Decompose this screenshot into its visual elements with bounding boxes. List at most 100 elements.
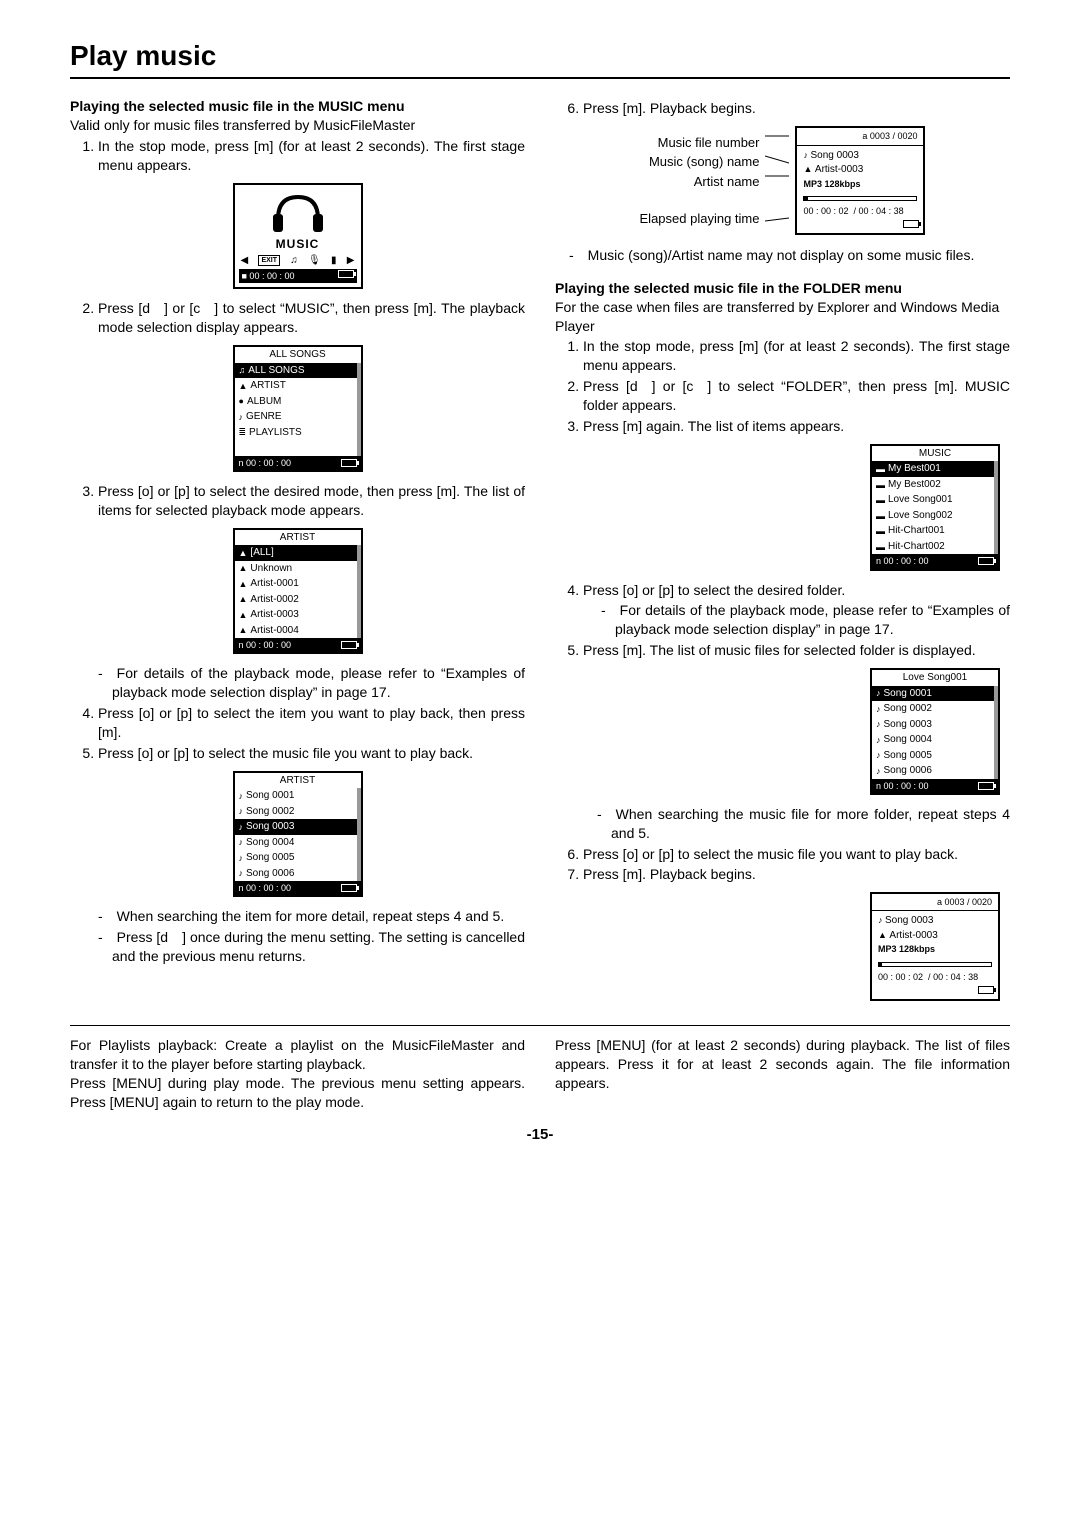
row-label: Unknown bbox=[250, 562, 292, 576]
bottom-para-3: Press [MENU] (for at least 2 seconds) du… bbox=[555, 1036, 1010, 1093]
artist-songs-figure: ARTIST ♪Song 0001 ♪Song 0002 ♪Song 0003 … bbox=[70, 771, 525, 898]
lcd-row: ▲Unknown bbox=[235, 561, 361, 577]
footer-time: n 00 : 00 : 00 bbox=[876, 780, 929, 792]
left-heading: Playing the selected music file in the M… bbox=[70, 97, 525, 116]
fnote-5a: - When searching the music file for more… bbox=[555, 805, 1010, 843]
lcd-row: ▲Artist-0004 bbox=[235, 623, 361, 639]
battery-icon bbox=[978, 782, 994, 790]
row-label: Song 0005 bbox=[246, 851, 294, 865]
row-label: Song 0002 bbox=[246, 805, 294, 819]
np-song: ♪ Song 0003 bbox=[878, 914, 992, 928]
row-label: PLAYLISTS bbox=[249, 426, 302, 440]
bottom-para-2: Press [MENU] during play mode. The previ… bbox=[70, 1074, 525, 1112]
artist-lcd: ARTIST ▲[ALL] ▲Unknown ▲Artist-0001 ▲Art… bbox=[233, 528, 363, 655]
note-icon: ♪ bbox=[876, 687, 881, 699]
fstep-5: Press [m]. The list of music files for s… bbox=[583, 641, 1010, 660]
row-label: Song 0006 bbox=[884, 764, 932, 778]
separator bbox=[70, 1025, 1010, 1026]
row-label: Hit-Chart001 bbox=[888, 524, 945, 538]
folder-icon: ▬ bbox=[876, 525, 885, 537]
right-column: Press [m]. Playback begins. Music file n… bbox=[555, 97, 1010, 1011]
folder-steps-6: Press [o] or [p] to select the music fil… bbox=[555, 845, 1010, 885]
battery-icon bbox=[978, 986, 994, 994]
folder-steps: In the stop mode, press [m] (for at leas… bbox=[555, 337, 1010, 435]
splash-time: ■ 00 : 00 : 00 bbox=[242, 270, 295, 282]
nowplay-lcd: a 0003 / 0020 ♪ Song 0003 ▲ Artist-0003 … bbox=[795, 126, 925, 235]
row-label: Love Song001 bbox=[888, 493, 953, 507]
music-splash-lcd: MUSIC ◀ EXIT ♫ 🎙 ▮ ▶ ■ 00 : 00 : 00 bbox=[233, 183, 363, 290]
playlist-icon: ≣ bbox=[239, 426, 247, 438]
lcd-row: ♪Song 0002 bbox=[235, 804, 361, 820]
artist-icon: ▲ bbox=[239, 380, 248, 392]
person-icon: ▲ bbox=[239, 624, 248, 636]
music-folder-figure: MUSIC ▬My Best001 ▬My Best002 ▬Love Song… bbox=[555, 444, 1010, 571]
note-icon: ♪ bbox=[239, 867, 244, 879]
music-folder-lcd: MUSIC ▬My Best001 ▬My Best002 ▬Love Song… bbox=[870, 444, 1000, 571]
left-steps-3: Press [o] or [p] to select the desired m… bbox=[70, 482, 525, 520]
row-label: My Best001 bbox=[888, 462, 941, 476]
splash-status-bar: ■ 00 : 00 : 00 bbox=[239, 269, 357, 283]
lcd-footer: n 00 : 00 : 00 bbox=[872, 554, 998, 568]
np-song: ♪ Song 0003 bbox=[803, 149, 917, 163]
step-5: Press [o] or [p] to select the music fil… bbox=[98, 744, 525, 763]
note-icon: ♪ bbox=[239, 821, 244, 833]
genre-icon: ♪ bbox=[239, 411, 244, 423]
page-number: -15- bbox=[70, 1126, 1010, 1143]
allsongs-figure: ALL SONGS ♫ALL SONGS ▲ARTIST ●ALBUM ♪GEN… bbox=[70, 345, 525, 472]
bottom-para-1: For Playlists playback: Create a playlis… bbox=[70, 1036, 525, 1074]
left-steps: In the stop mode, press [m] (for at leas… bbox=[70, 137, 525, 175]
row-label: Song 0005 bbox=[884, 749, 932, 763]
page-title: Play music bbox=[70, 40, 1010, 79]
row-label: Song 0006 bbox=[246, 867, 294, 881]
np-counter: a 0003 / 0020 bbox=[872, 894, 998, 910]
note-icon: ♪ bbox=[239, 836, 244, 848]
np-artist: ▲ Artist-0003 bbox=[878, 929, 992, 943]
lcd-row: ♪Song 0003 bbox=[235, 819, 361, 835]
row-label: Song 0001 bbox=[884, 687, 932, 701]
lcd-row: ▬My Best002 bbox=[872, 477, 998, 493]
folder-subtitle: For the case when files are transferred … bbox=[555, 298, 1010, 336]
left-column: Playing the selected music file in the M… bbox=[70, 97, 525, 1011]
step-1: In the stop mode, press [m] (for at leas… bbox=[98, 137, 525, 175]
lovesong-figure: Love Song001 ♪Song 0001 ♪Song 0002 ♪Song… bbox=[555, 668, 1010, 795]
lcd-header: ARTIST bbox=[235, 773, 361, 789]
note-5b: - Press [d ] once during the menu settin… bbox=[70, 928, 525, 966]
battery-icon bbox=[341, 459, 357, 467]
np-time: 00 : 00 : 02 / 00 : 04 : 38 bbox=[872, 970, 998, 984]
artist-songs-lcd: ARTIST ♪Song 0001 ♪Song 0002 ♪Song 0003 … bbox=[233, 771, 363, 898]
note-music-display: - Music (song)/Artist name may not displ… bbox=[555, 246, 1010, 265]
folder-small-icon: ▮ bbox=[331, 254, 337, 268]
label-file-number: Music file number bbox=[640, 133, 760, 153]
lcd-row: ▬Love Song002 bbox=[872, 508, 998, 524]
row-label: Love Song002 bbox=[888, 509, 953, 523]
exit-icon: EXIT bbox=[258, 255, 280, 266]
lcd-row: ▬My Best001 bbox=[872, 461, 998, 477]
battery-icon bbox=[978, 557, 994, 565]
row-label: Artist-0001 bbox=[250, 577, 298, 591]
lcd-row: ≣PLAYLISTS bbox=[235, 425, 361, 441]
lcd-header: MUSIC bbox=[872, 446, 998, 462]
note-icon: ♪ bbox=[239, 790, 244, 802]
music-splash-figure: MUSIC ◀ EXIT ♫ 🎙 ▮ ▶ ■ 00 : 00 : 00 bbox=[70, 183, 525, 290]
row-label: [ALL] bbox=[250, 546, 273, 560]
lcd-row: ▲[ALL] bbox=[235, 545, 361, 561]
lcd-row: ♪Song 0006 bbox=[872, 763, 998, 779]
footer-time: n 00 : 00 : 00 bbox=[239, 882, 292, 894]
note-icon: ♪ bbox=[876, 703, 881, 715]
row-label: Artist-0003 bbox=[250, 608, 298, 622]
np-footer bbox=[872, 984, 998, 1000]
row-label: Song 0003 bbox=[884, 718, 932, 732]
folder-icon: ▬ bbox=[876, 479, 885, 491]
headphones-icon bbox=[263, 189, 333, 234]
fstep-4: Press [o] or [p] to select the desired f… bbox=[583, 581, 1010, 600]
fstep-3: Press [m] again. The list of items appea… bbox=[583, 417, 1010, 436]
row-label: ALL SONGS bbox=[248, 364, 304, 378]
lcd-row: ♪Song 0004 bbox=[235, 835, 361, 851]
np-progress bbox=[803, 196, 917, 201]
row-label: Song 0001 bbox=[246, 789, 294, 803]
person-icon: ▲ bbox=[239, 547, 248, 559]
footer-time: n 00 : 00 : 00 bbox=[239, 457, 292, 469]
left-arrow-icon: ◀ bbox=[241, 254, 249, 268]
lcd-row: ♪Song 0005 bbox=[235, 850, 361, 866]
label-elapsed: Elapsed playing time bbox=[640, 209, 760, 229]
